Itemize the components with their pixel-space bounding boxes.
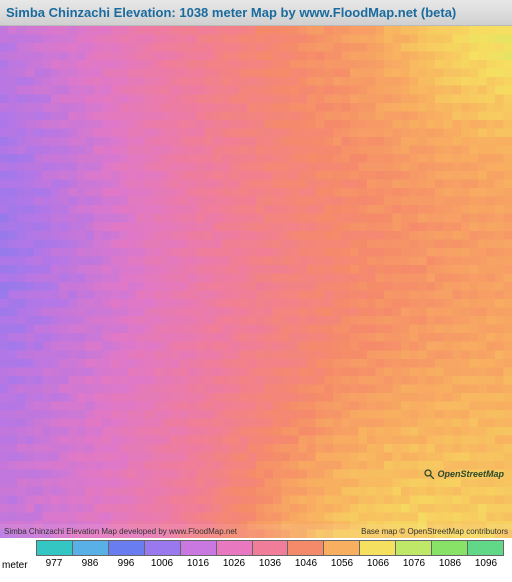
legend-labels: 977 986 996 1006 1016 1026 1036 1046 1056 1066 107… [36, 558, 504, 572]
legend-swatch [432, 541, 468, 555]
title-bar: Simba Chinzachi Elevation: 1038 meter Ma… [0, 0, 512, 26]
attribution-right: Base map © OpenStreetMap contributors [361, 527, 508, 536]
legend-swatch [181, 541, 217, 555]
legend-unit: meter [2, 560, 28, 571]
legend-swatch [324, 541, 360, 555]
legend-swatch [288, 541, 324, 555]
legend-swatch [73, 541, 109, 555]
legend-tick: 1026 [223, 558, 245, 569]
legend-tick: 1016 [187, 558, 209, 569]
legend-tick: 986 [82, 558, 99, 569]
legend-tick: 996 [118, 558, 135, 569]
legend-tick: 1096 [475, 558, 497, 569]
legend-swatch [37, 541, 73, 555]
legend-colorbar [36, 540, 504, 556]
legend-swatch [468, 541, 503, 555]
attribution-left: Simba Chinzachi Elevation Map developed … [4, 527, 237, 536]
osm-logo: OpenStreetMap [423, 468, 504, 480]
legend-tick: 1056 [331, 558, 353, 569]
elevation-map: OpenStreetMap [0, 26, 512, 538]
legend-swatch [145, 541, 181, 555]
legend-tick: 1066 [367, 558, 389, 569]
page-title: Simba Chinzachi Elevation: 1038 meter Ma… [6, 5, 456, 20]
legend-tick: 1046 [295, 558, 317, 569]
legend-swatch [109, 541, 145, 555]
legend-tick: 1076 [403, 558, 425, 569]
attribution-bar: Simba Chinzachi Elevation Map developed … [0, 524, 512, 538]
magnifier-icon [423, 468, 435, 480]
legend-tick: 1086 [439, 558, 461, 569]
legend-tick: 1036 [259, 558, 281, 569]
legend-tick: 1006 [151, 558, 173, 569]
heatmap-canvas [0, 26, 512, 538]
legend-swatch [253, 541, 289, 555]
legend-swatch [217, 541, 253, 555]
legend-swatch [360, 541, 396, 555]
legend-swatch [396, 541, 432, 555]
legend: meter 977 986 996 1006 1016 1026 1036 1046 1056 1… [0, 538, 512, 582]
osm-logo-text: OpenStreetMap [437, 469, 504, 479]
legend-tick: 977 [46, 558, 63, 569]
